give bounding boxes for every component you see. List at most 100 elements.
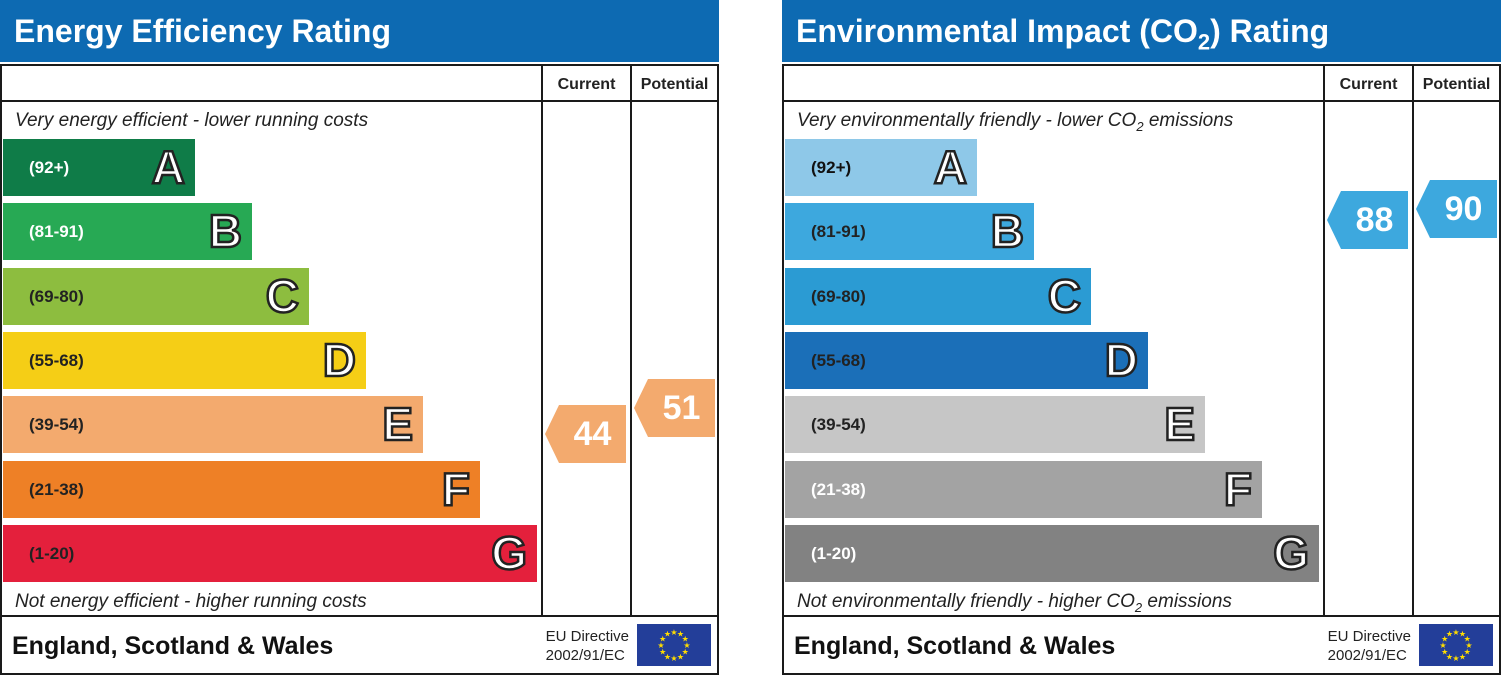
top-note: Very energy efficient - lower running co… <box>15 110 369 131</box>
rating-band-a: (92+) A <box>3 139 195 196</box>
arrow-shape <box>634 379 715 437</box>
rating-band-e: (39-54) E <box>785 396 1205 454</box>
flag-star: ★ <box>659 648 666 657</box>
band-letter: F <box>441 461 472 516</box>
rating-band-f: (21-38) F <box>3 460 480 518</box>
environmental-impact-panel: Environmental Impact (CO2) Rating Curren… <box>782 0 1501 675</box>
band-range-label: (21-38) <box>811 479 866 499</box>
flag-star: ★ <box>1464 635 1471 644</box>
band-range-label: (92+) <box>29 158 70 177</box>
band-letter: E <box>1163 397 1196 452</box>
rating-band-f: (21-38) F <box>785 460 1262 518</box>
band-range-label: (69-80) <box>29 286 84 306</box>
band-range-label: (81-91) <box>811 222 866 242</box>
column-header-potential: Potential <box>1422 76 1491 93</box>
flag-star: ★ <box>1452 628 1459 637</box>
flag-star: ★ <box>1459 652 1466 661</box>
column-divider <box>1323 66 1325 617</box>
rating-band-c: (69-80) C <box>785 267 1091 325</box>
flag-star: ★ <box>1439 641 1446 650</box>
flag-star: ★ <box>670 654 677 663</box>
potential-rating-arrow: 51 <box>634 379 715 437</box>
column-divider <box>630 66 632 617</box>
rating-value: 51 <box>662 389 701 427</box>
arrow-shape <box>1416 180 1497 238</box>
flag-star: ★ <box>1446 652 1453 661</box>
rating-band-c: (69-80) C <box>3 267 309 325</box>
flag-star: ★ <box>1464 648 1471 657</box>
flag-star: ★ <box>670 628 677 637</box>
band-letter: C <box>265 268 301 323</box>
rating-band-b: (81-91) B <box>3 203 252 261</box>
bottom-note: Not environmentally friendly - higher CO… <box>797 591 1232 615</box>
band-letter: C <box>1047 268 1083 323</box>
band-letter: A <box>151 140 187 195</box>
band-letter: G <box>490 526 528 581</box>
band-range-label: (81-91) <box>29 222 84 242</box>
band-letter: G <box>1272 526 1310 581</box>
band-range-label: (92+) <box>811 158 852 177</box>
rating-band-d: (55-68) D <box>785 331 1148 389</box>
rating-band-b: (81-91) B <box>785 203 1034 261</box>
top-note: Very environmentally friendly - lower CO… <box>797 110 1234 134</box>
band-letter: D <box>1104 333 1140 388</box>
band-letter: B <box>208 204 244 259</box>
rating-band-g: (1-20) G <box>3 524 537 582</box>
rating-value: 90 <box>1444 190 1483 228</box>
band-range-label: (39-54) <box>29 415 84 435</box>
rating-band-g: (1-20) G <box>785 524 1319 582</box>
rating-value: 44 <box>573 415 612 453</box>
directive-line: EU Directive <box>1327 628 1411 645</box>
rating-band-a: (92+) A <box>785 139 977 196</box>
column-divider <box>541 66 543 617</box>
flag-star: ★ <box>659 635 666 644</box>
eu-directive: EU Directive 2002/91/EC <box>546 627 629 665</box>
footer-divider <box>784 615 1499 617</box>
footer-divider <box>2 615 717 617</box>
panel-title: Environmental Impact (CO2) Rating <box>782 0 1501 62</box>
band-letter: A <box>933 140 969 195</box>
band-range-label: (1-20) <box>29 543 75 563</box>
column-header-current: Current <box>557 76 616 93</box>
current-rating-arrow: 88 <box>1327 191 1408 249</box>
band-letter: E <box>381 397 414 452</box>
eu-directive: EU Directive 2002/91/EC <box>1328 627 1411 665</box>
column-divider <box>1412 66 1414 617</box>
rating-frame: Current Potential Very environmentally f… <box>782 64 1501 675</box>
flag-star: ★ <box>677 630 684 639</box>
directive-code: 2002/91/EC <box>1327 647 1407 664</box>
bottom-note: Not energy efficient - higher running co… <box>15 591 367 612</box>
eu-flag-icon: ★ ★ ★ ★ ★ ★ ★ ★ ★ ★ ★ ★ <box>1419 624 1493 666</box>
flag-star: ★ <box>682 648 689 657</box>
band-letter: F <box>1223 461 1254 516</box>
header-divider <box>2 100 717 102</box>
directive-line: EU Directive <box>545 628 629 645</box>
arrow-shape <box>1327 191 1408 249</box>
rating-value: 88 <box>1355 201 1394 239</box>
flag-star: ★ <box>664 630 671 639</box>
band-letter: B <box>990 204 1026 259</box>
column-header-current: Current <box>1339 76 1398 93</box>
eu-flag-icon: ★ ★ ★ ★ ★ ★ ★ ★ ★ ★ ★ ★ <box>637 624 711 666</box>
band-letter: D <box>322 333 358 388</box>
flag-star: ★ <box>1465 641 1472 650</box>
band-range-label: (55-68) <box>811 350 866 370</box>
flag-star: ★ <box>664 652 671 661</box>
flag-star: ★ <box>657 641 664 650</box>
energy-efficiency-panel: Energy Efficiency Rating Current Potenti… <box>0 0 719 675</box>
band-range-label: (55-68) <box>29 350 84 370</box>
column-header-potential: Potential <box>640 76 709 93</box>
flag-star: ★ <box>1452 654 1459 663</box>
flag-star: ★ <box>1441 648 1448 657</box>
region-label: England, Scotland & Wales <box>12 632 334 660</box>
potential-rating-arrow: 90 <box>1416 180 1497 238</box>
header-divider <box>784 100 1499 102</box>
panel-title: Energy Efficiency Rating <box>0 0 719 62</box>
band-range-label: (1-20) <box>811 543 857 563</box>
arrow-shape <box>545 405 626 463</box>
flag-star: ★ <box>1441 635 1448 644</box>
flag-star: ★ <box>1459 630 1466 639</box>
rating-frame: Current Potential Very energy efficient … <box>0 64 719 675</box>
current-rating-arrow: 44 <box>545 405 626 463</box>
rating-band-d: (55-68) D <box>3 331 366 389</box>
